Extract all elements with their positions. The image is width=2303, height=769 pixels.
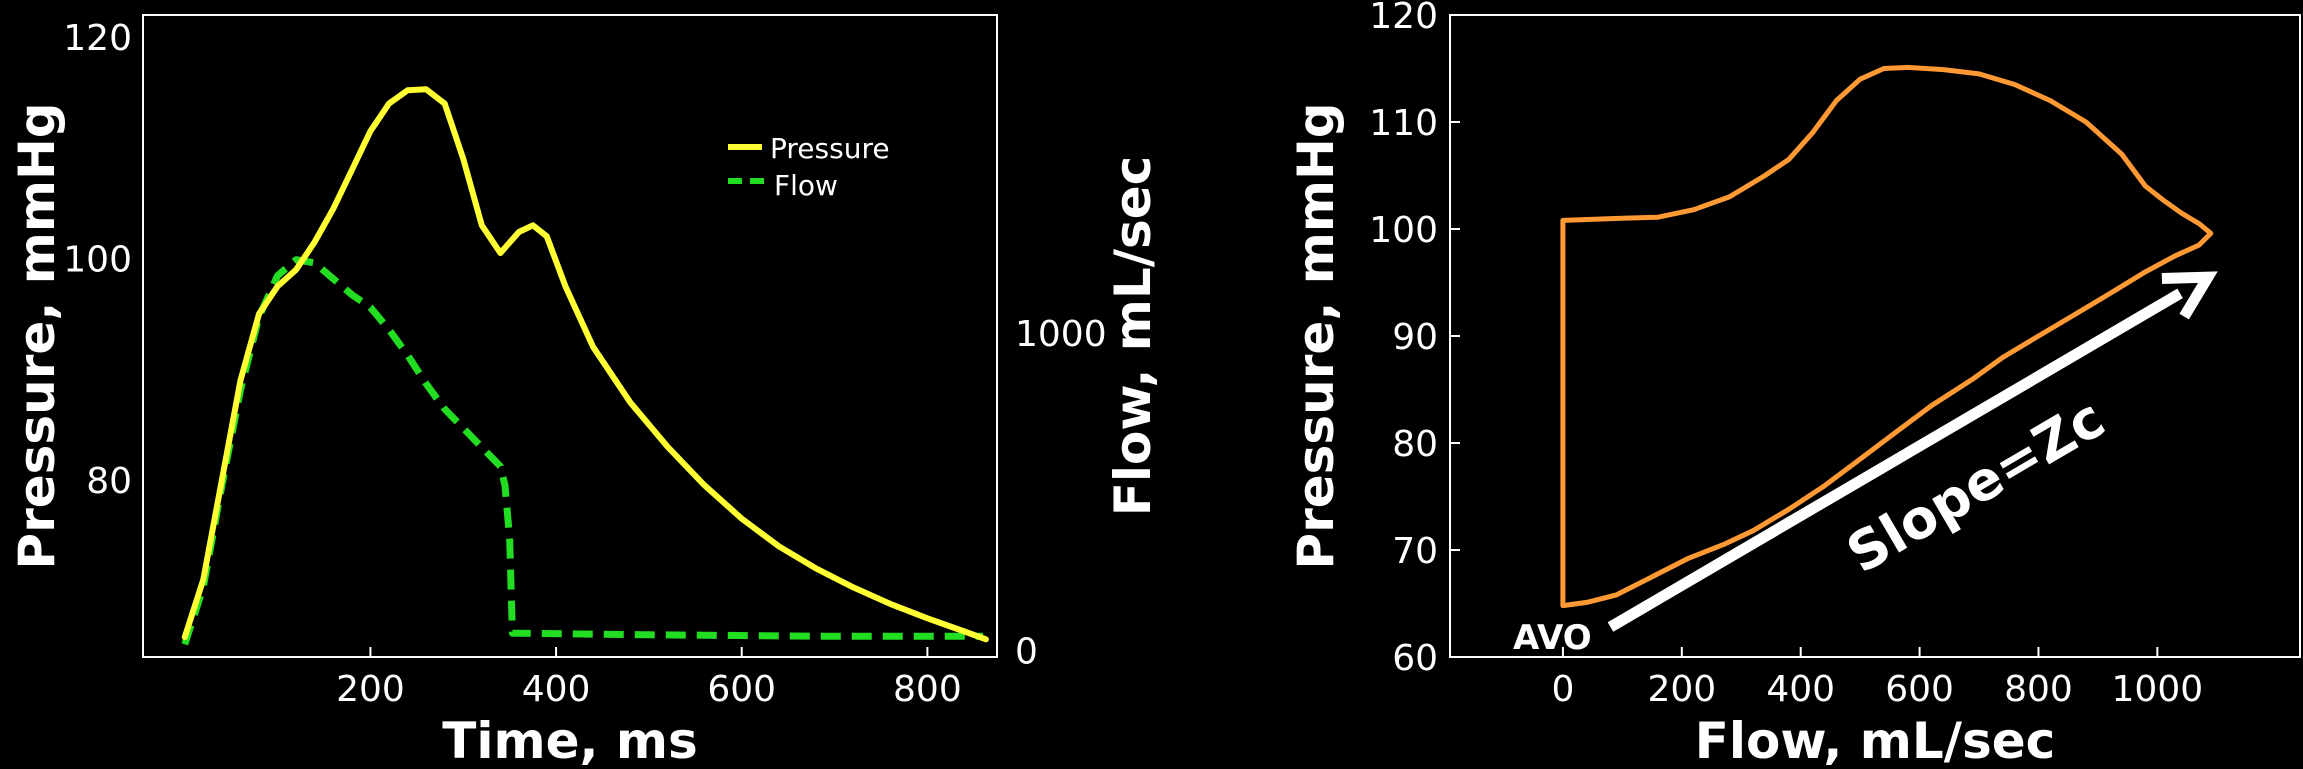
avo-annotation-label: AVO (1513, 618, 1592, 658)
pressure-flow-loop (1560, 64, 2214, 609)
left-y-tick-label: 120 (63, 18, 132, 59)
left-x-axis-title: Time, ms (442, 712, 698, 769)
right-x-tick-label: 1000 (2112, 669, 2204, 710)
right-y-tick-label: 90 (1392, 317, 1438, 358)
right-y-tick-label: 110 (1369, 103, 1438, 144)
right-x-tick-label: 400 (1766, 669, 1835, 710)
left-y2-axis-title: Flow, mL/sec (1104, 156, 1162, 517)
left-y-axis-title: Pressure, mmHg (8, 102, 66, 569)
right-y-tick-label: 120 (1369, 0, 1438, 37)
right-y-tick-label: 70 (1392, 531, 1438, 572)
pressure-series-line (181, 86, 989, 643)
right-y-tick-label: 100 (1369, 210, 1438, 251)
left-y2-tick-label: 1000 (1015, 314, 1107, 355)
left-plot-frame (142, 14, 998, 658)
right-y-tick-label: 80 (1392, 424, 1438, 465)
right-x-tick-label: 600 (1885, 669, 1954, 710)
left-x-tick-label: 400 (522, 669, 591, 710)
legend-pressure-label: Pressure (770, 132, 890, 165)
left-y2-tick-label: 0 (1015, 632, 1038, 673)
left-x-tick-label: 800 (893, 669, 962, 710)
left-y-tick-label: 80 (86, 461, 132, 502)
right-x-tick-label: 800 (2004, 669, 2073, 710)
right-x-tick-label: 0 (1551, 669, 1574, 710)
legend-flow-label: Flow (774, 169, 838, 202)
slope-arrow-shaft (1607, 288, 2183, 632)
left-x-tick-label: 200 (336, 669, 405, 710)
right-y-tick-label: 60 (1392, 638, 1438, 679)
right-y-axis-title: Pressure, mmHg (1287, 102, 1345, 569)
slope-arrow-head (2161, 271, 2218, 320)
flow-series-line (181, 256, 984, 646)
left-y-tick-label: 100 (63, 240, 132, 281)
right-x-tick-label: 200 (1647, 669, 1716, 710)
left-x-tick-label: 600 (707, 669, 776, 710)
right-x-axis-title: Flow, mL/sec (1695, 712, 2056, 769)
